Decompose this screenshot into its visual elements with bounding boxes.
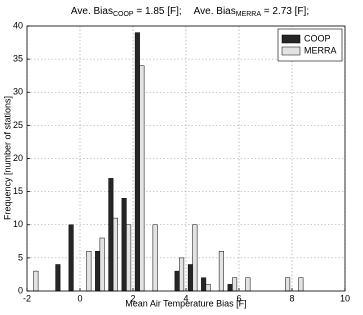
- bar: [245, 277, 251, 292]
- bar: [86, 251, 92, 292]
- bar: [152, 224, 158, 292]
- bar: [112, 217, 118, 292]
- bar: [95, 251, 101, 292]
- y-tick-label: 15: [13, 186, 23, 196]
- legend-swatch: [281, 46, 301, 56]
- bar: [227, 284, 233, 292]
- title-part: = 2.73 [F];: [261, 6, 309, 17]
- title-part: Ave. Bias: [194, 6, 236, 17]
- x-tick-label: 2: [130, 293, 135, 303]
- bar: [298, 277, 304, 292]
- bar: [126, 224, 132, 292]
- y-tick-label: 5: [18, 252, 23, 262]
- y-tick-label: 20: [13, 153, 23, 163]
- x-tick-label: 4: [183, 293, 188, 303]
- y-tick-label: 10: [13, 219, 23, 229]
- bar: [134, 32, 140, 292]
- bar: [232, 277, 238, 292]
- title-part: COOP: [113, 11, 134, 18]
- y-tick-label: 40: [13, 20, 23, 30]
- legend-swatch: [281, 34, 301, 44]
- x-tick-label: 6: [236, 293, 241, 303]
- x-tick-label: 0: [77, 293, 82, 303]
- bar: [55, 264, 61, 292]
- bar: [68, 224, 74, 292]
- title-part: MERRA: [236, 11, 262, 18]
- y-tick-label: 30: [13, 87, 23, 97]
- bar: [187, 264, 193, 292]
- plot-frame: [26, 25, 346, 292]
- title-part: = 1.85 [F];: [134, 6, 182, 17]
- title-part: Ave. Bias: [71, 6, 113, 17]
- x-axis-label: Mean Air Temperature Bias [F]: [125, 298, 246, 308]
- y-axis-label: Frequency [number of stations]: [2, 96, 12, 220]
- bar: [179, 257, 185, 292]
- bar: [139, 65, 145, 292]
- x-tick-label: -2: [23, 293, 31, 303]
- bar: [108, 178, 114, 292]
- legend-box: [277, 28, 343, 62]
- bar: [33, 270, 39, 292]
- bar: [174, 270, 180, 292]
- x-tick-label: 10: [340, 293, 350, 303]
- bar: [99, 237, 105, 292]
- x-tick-label: 8: [289, 293, 294, 303]
- y-tick-label: 35: [13, 54, 23, 64]
- legend-label: COOP: [304, 33, 331, 43]
- bar: [192, 224, 198, 292]
- bar: [218, 251, 224, 292]
- legend-label: MERRA: [304, 45, 337, 55]
- y-tick-label: 0: [18, 285, 23, 295]
- bar: [201, 277, 207, 292]
- bar: [121, 198, 127, 292]
- bar: [285, 277, 291, 292]
- chart-title: Ave. BiasCOOP = 1.85 [F]; Ave. BiasMERRA …: [71, 6, 309, 19]
- y-tick-label: 25: [13, 120, 23, 130]
- bar: [205, 284, 211, 292]
